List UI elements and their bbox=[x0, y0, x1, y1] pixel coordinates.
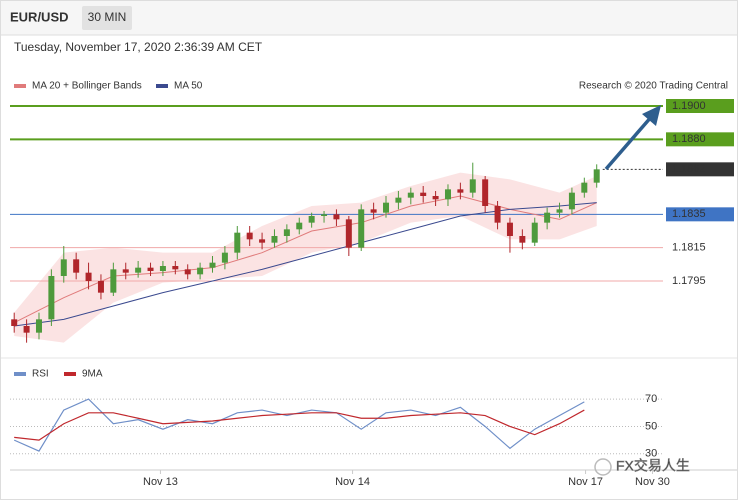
candle-body bbox=[407, 192, 414, 198]
candle-body bbox=[271, 236, 278, 243]
timeframe[interactable]: 30 MIN bbox=[88, 10, 127, 24]
candle-body bbox=[122, 269, 129, 273]
legend-swatch bbox=[14, 84, 26, 88]
candle-body bbox=[11, 319, 18, 326]
candle-body bbox=[73, 259, 80, 273]
credit: Research © 2020 Trading Central bbox=[579, 81, 728, 92]
candle-body bbox=[197, 267, 204, 275]
x-tick-label: Nov 17 bbox=[568, 476, 603, 488]
legend-swatch bbox=[156, 84, 168, 88]
legend-label: RSI bbox=[32, 369, 49, 380]
candle-body bbox=[234, 232, 241, 253]
level-label: 1.1880 bbox=[672, 133, 706, 145]
indicator-line bbox=[13, 398, 585, 452]
candle-body bbox=[383, 202, 390, 213]
candle-body bbox=[469, 179, 476, 193]
candle-body bbox=[135, 267, 142, 273]
candle-body bbox=[85, 272, 92, 281]
level-label: 1.1815 bbox=[672, 242, 706, 254]
watermark-icon bbox=[594, 458, 612, 476]
candle-body bbox=[395, 197, 402, 203]
candle-body bbox=[308, 216, 315, 223]
level-label: 1.1835 bbox=[672, 208, 706, 220]
candle-body bbox=[147, 267, 154, 271]
candle-body bbox=[221, 252, 228, 263]
candle-body bbox=[519, 236, 526, 243]
x-tick-label: Nov 30 bbox=[635, 476, 670, 488]
arrow-head bbox=[642, 105, 661, 126]
level-box bbox=[666, 99, 734, 113]
candle-body bbox=[110, 269, 117, 293]
candle-body bbox=[581, 182, 588, 193]
legend-label: MA 20 + Bollinger Bands bbox=[32, 81, 142, 92]
level-box bbox=[666, 132, 734, 147]
candle-body bbox=[296, 222, 303, 230]
candle-body bbox=[209, 262, 216, 268]
candle-body bbox=[432, 196, 439, 200]
candle-body bbox=[184, 269, 191, 275]
candle-body bbox=[321, 214, 328, 216]
y-tick-label: 70 bbox=[645, 393, 657, 405]
candle-body bbox=[420, 192, 427, 196]
level-box bbox=[666, 207, 734, 222]
candle-body bbox=[60, 259, 67, 276]
candle-body bbox=[457, 189, 464, 193]
watermark-group: FX交易人生 bbox=[594, 457, 690, 476]
candle-body bbox=[333, 214, 340, 220]
projection-arrow bbox=[604, 105, 661, 171]
y-tick-label: 50 bbox=[645, 420, 657, 432]
x-tick-label: Nov 14 bbox=[335, 476, 370, 488]
level-label: 1.1795 bbox=[672, 275, 706, 287]
y-tick-label: 30 bbox=[645, 448, 657, 460]
candle-body bbox=[172, 266, 179, 270]
timeframe-badge[interactable] bbox=[82, 6, 132, 30]
candle-body bbox=[444, 189, 451, 200]
candle-body bbox=[568, 192, 575, 210]
candle-body bbox=[358, 209, 365, 248]
candle-body bbox=[593, 169, 600, 183]
symbol: EUR/USD bbox=[10, 9, 69, 24]
x-tick-label: Nov 13 bbox=[143, 476, 178, 488]
candle-body bbox=[35, 319, 42, 333]
legend-swatch bbox=[14, 372, 26, 376]
arrow-shaft bbox=[604, 114, 654, 171]
candle-body bbox=[494, 206, 501, 223]
candle-body bbox=[159, 266, 166, 271]
candle-body bbox=[506, 222, 513, 236]
candle-body bbox=[23, 326, 30, 333]
candle-body bbox=[556, 209, 563, 213]
candle-body bbox=[283, 229, 290, 236]
candle-body bbox=[345, 219, 352, 248]
level-label: 1.1862 bbox=[672, 163, 706, 175]
candle-body bbox=[370, 209, 377, 213]
level-box bbox=[666, 162, 734, 177]
candle-body bbox=[259, 239, 266, 243]
candle-body bbox=[544, 212, 551, 223]
watermark: FX交易人生 bbox=[616, 458, 690, 474]
indicator-line bbox=[14, 409, 585, 441]
legend-label: 9MA bbox=[82, 369, 103, 380]
timestamp: Tuesday, November 17, 2020 2:36:39 AM CE… bbox=[14, 40, 263, 54]
candle-body bbox=[97, 281, 104, 293]
legend-label: MA 50 bbox=[174, 81, 203, 92]
candle-body bbox=[48, 276, 55, 320]
candle-body bbox=[531, 222, 538, 243]
level-label: 1.1900 bbox=[672, 100, 706, 112]
candle-body bbox=[482, 179, 489, 206]
candle-body bbox=[246, 232, 253, 240]
bollinger-band bbox=[14, 172, 597, 343]
moving-average bbox=[14, 202, 597, 327]
legend-swatch bbox=[64, 372, 76, 376]
